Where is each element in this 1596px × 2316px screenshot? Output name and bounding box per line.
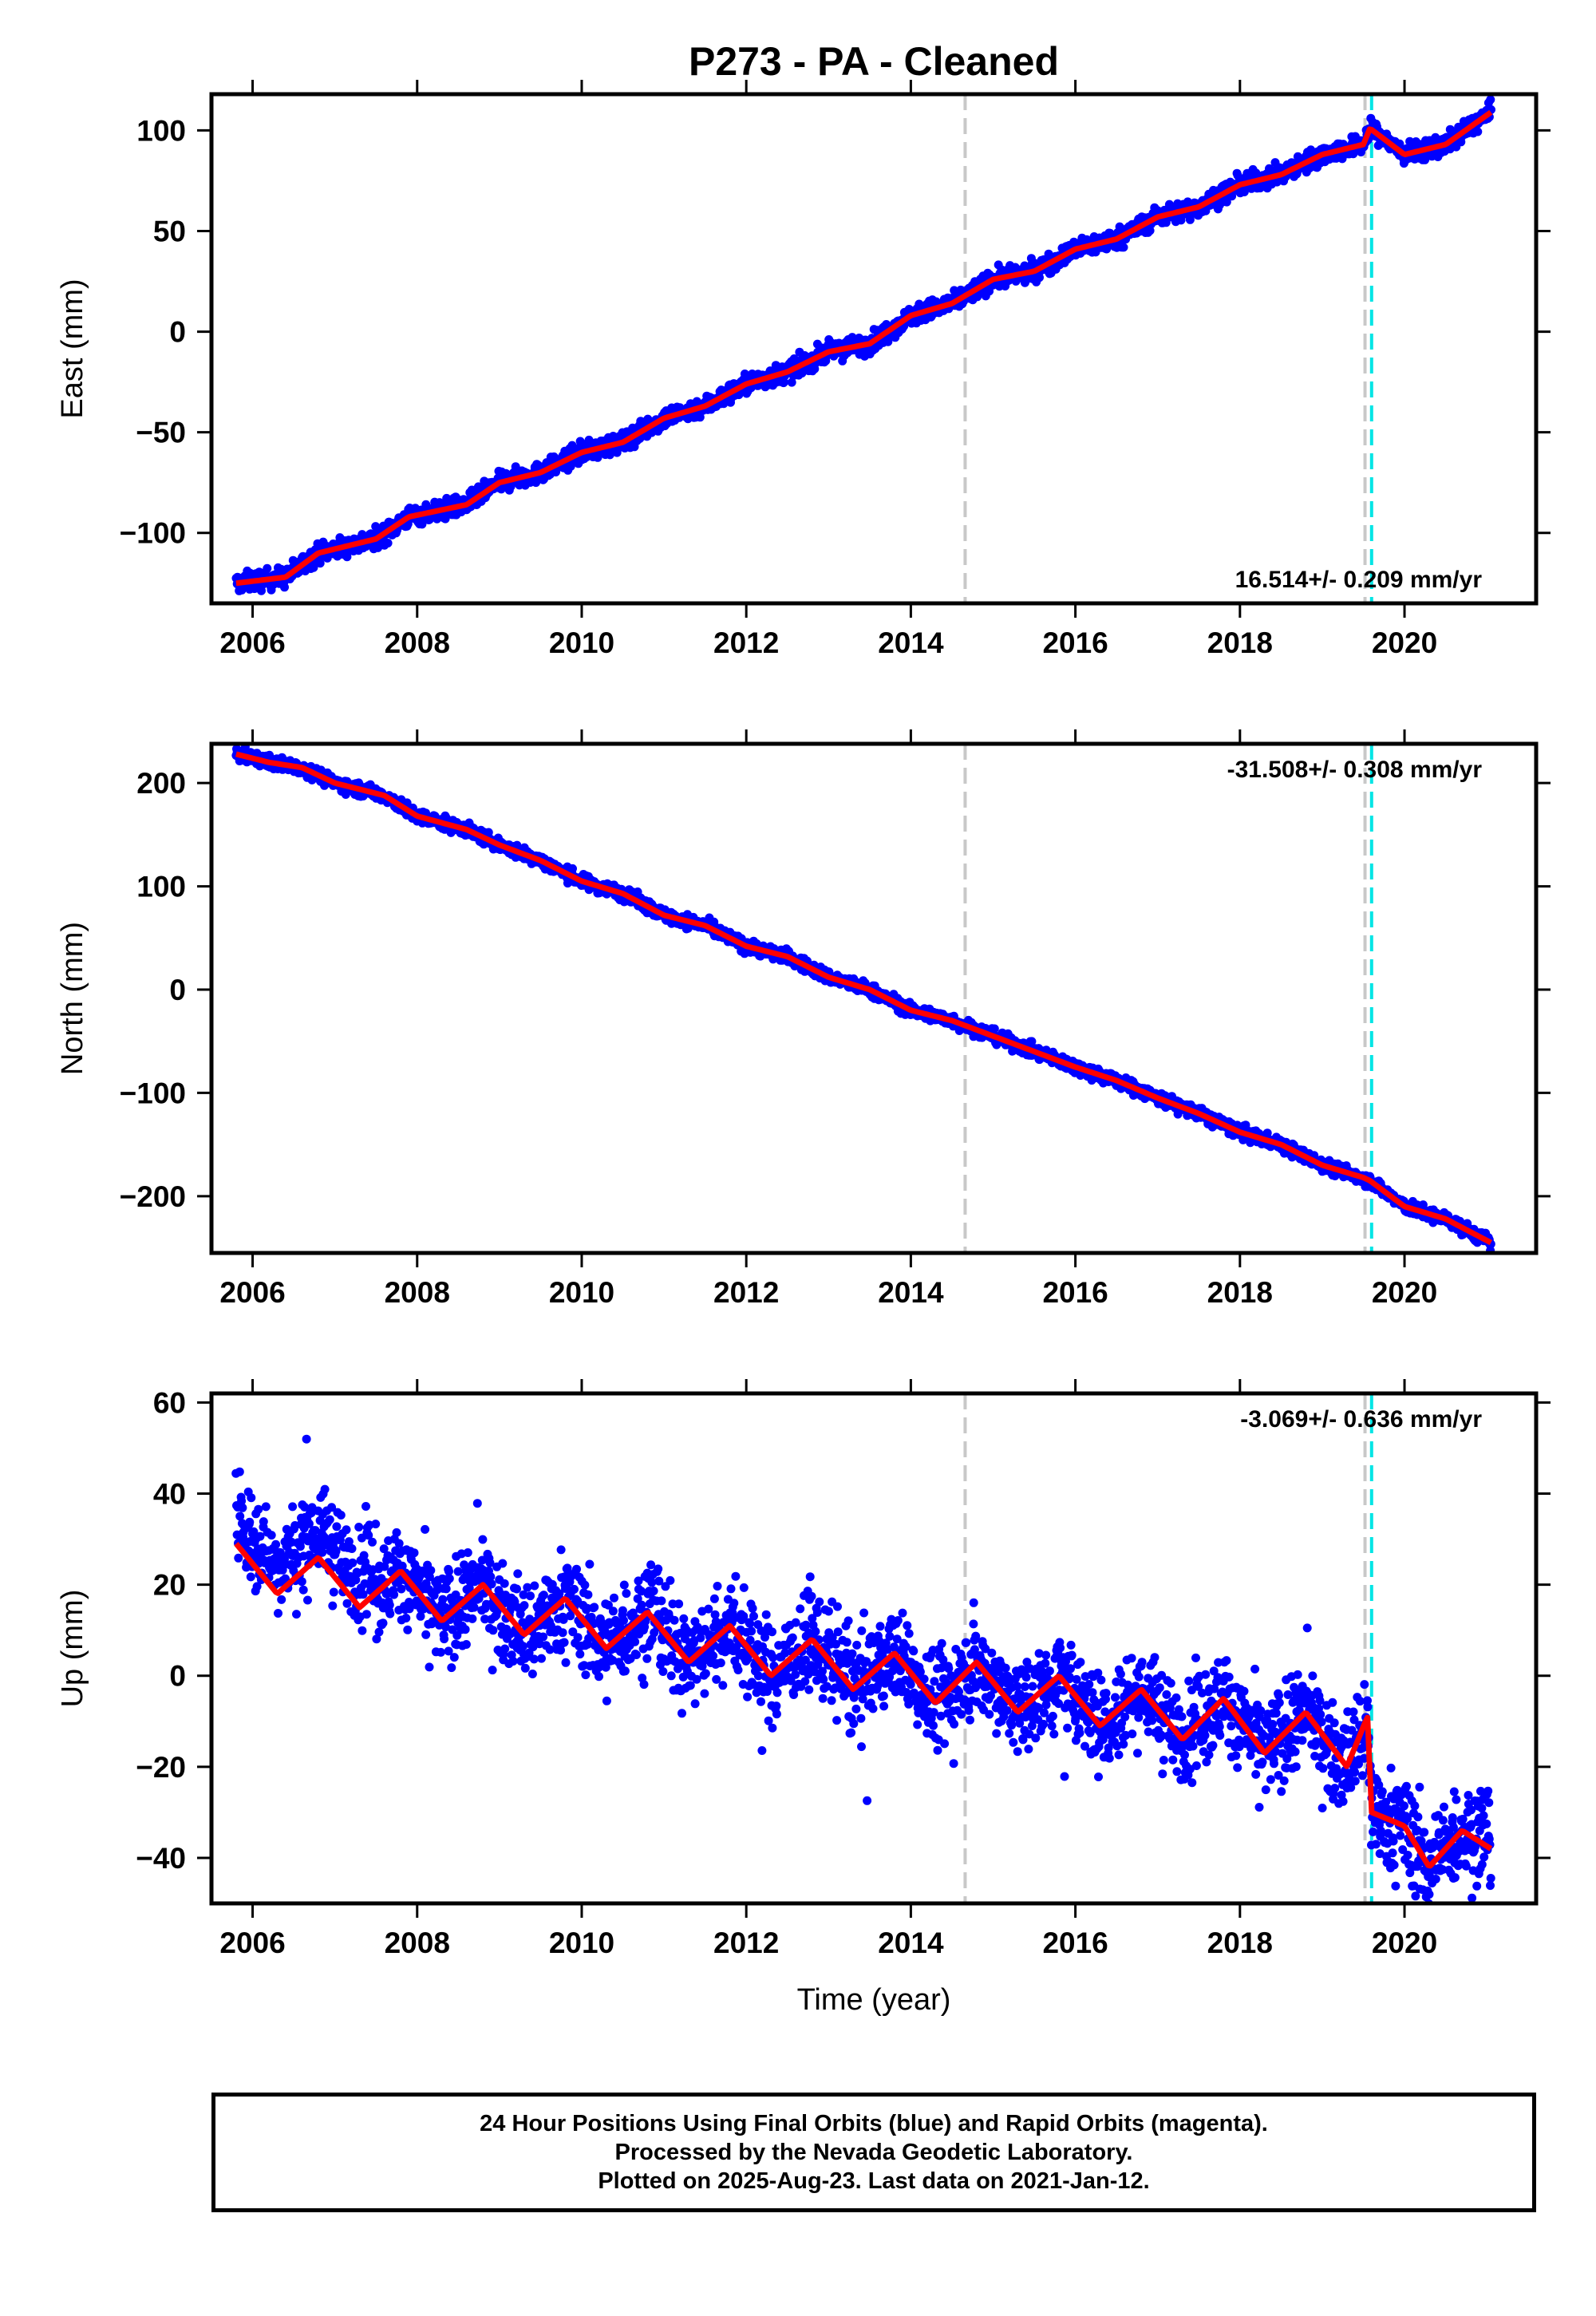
- data-point: [263, 563, 272, 573]
- data-point: [695, 413, 705, 422]
- figure-title: P273 - PA - Cleaned: [689, 39, 1059, 84]
- x-tick-label: 2010: [549, 626, 614, 659]
- data-point: [511, 462, 520, 472]
- x-tick-label: 2016: [1042, 626, 1108, 659]
- data-point: [1222, 197, 1231, 207]
- data-point: [1119, 243, 1128, 252]
- y-tick-label: 50: [153, 215, 186, 247]
- data-point: [383, 539, 393, 547]
- y-tick-label: 100: [136, 114, 186, 147]
- y-tick-label: −100: [120, 517, 186, 550]
- data-point: [1176, 215, 1186, 225]
- y-tick-label: 0: [169, 316, 186, 349]
- x-axis-label: Time (year): [797, 1983, 951, 2017]
- y-tick-label: −50: [136, 417, 186, 449]
- data-point: [1027, 1037, 1037, 1046]
- data-point: [990, 1024, 999, 1034]
- data-point: [568, 864, 577, 873]
- plot-area-north: [231, 744, 1495, 1253]
- x-tick-label: 2014: [878, 626, 944, 659]
- panel-east: 2006 2008 2010 2012 2014 2016 2018 2020 −100 −50 0…: [56, 80, 1551, 659]
- data-point: [1306, 145, 1316, 155]
- data-point: [1486, 95, 1495, 105]
- data-point: [484, 828, 493, 837]
- y-axis-label-east: East (mm): [56, 279, 89, 418]
- x-tick-label: 2020: [1372, 626, 1437, 659]
- panels: 2006 2008 2010 2012 2014 2016 2018 2020 −100 −50 0…: [56, 80, 1551, 1959]
- x-tick-label: 2006: [219, 626, 285, 659]
- plot-frame-east: [209, 92, 1539, 606]
- data-point: [780, 377, 788, 387]
- x-tick-label: 2018: [1207, 626, 1273, 659]
- plot-area-east: [231, 94, 1495, 603]
- x-tick-label: 2008: [385, 626, 450, 659]
- velocity-annotation-east: 16.514+/- 0.209 mm/yr: [1235, 567, 1483, 593]
- panel-north: 2006 2008 2010 2012 2014 2016 2018 2020−200−100…: [56, 729, 1551, 1309]
- data-point: [440, 514, 450, 524]
- data-point: [787, 377, 796, 387]
- data-point: [1035, 273, 1044, 283]
- x-tick-label: 2012: [713, 626, 779, 659]
- model-fit-line-east: [235, 109, 1493, 587]
- data-point: [1473, 127, 1483, 136]
- data-point: [280, 583, 289, 592]
